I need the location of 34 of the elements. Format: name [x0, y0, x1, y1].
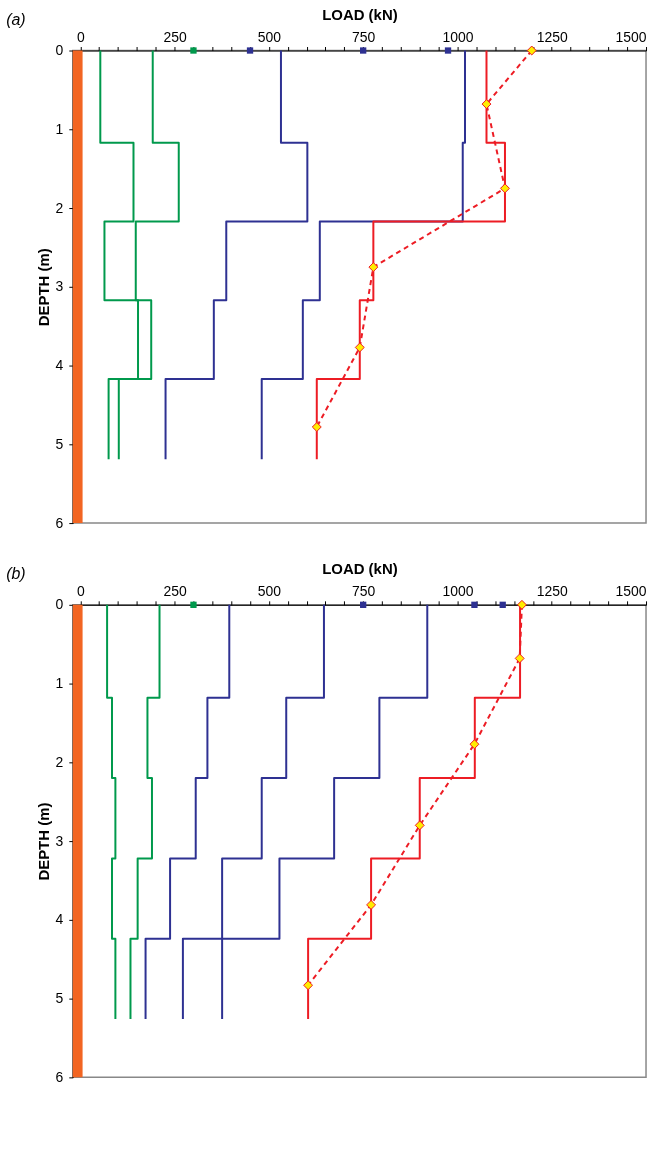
y-tick-label: 0: [55, 42, 64, 58]
y-tick-label: 1: [55, 120, 64, 137]
chart-title: (a): [6, 10, 26, 28]
y-tick-label: 3: [55, 278, 64, 295]
x-tick-label: 500: [257, 29, 282, 46]
y-tick-label: 6: [55, 1068, 64, 1085]
x-tick-label: 250: [163, 583, 187, 600]
y-tick-label: 5: [55, 435, 64, 452]
y-tick-label: 4: [55, 911, 64, 928]
x-tick-label: 1500: [615, 583, 647, 600]
x-tick-label: 750: [352, 29, 376, 46]
y-tick-label: 6: [55, 514, 64, 531]
x-axis-title: LOAD (kN): [322, 560, 398, 578]
x-tick-label: 1000: [442, 29, 474, 46]
x-tick-label: 1000: [442, 583, 474, 600]
y-tick-label: 0: [55, 596, 64, 613]
x-tick-label: 1250: [536, 583, 568, 600]
y-axis-title: DEPTH (m): [34, 802, 52, 881]
x-tick-label: 0: [76, 29, 85, 46]
x-tick-label: 1500: [615, 29, 647, 46]
y-tick-label: 1: [55, 675, 64, 692]
chart-title: (b): [6, 564, 26, 582]
y-tick-label: 3: [55, 832, 64, 849]
y-tick-label: 2: [55, 753, 64, 770]
y-tick-label: 4: [55, 357, 64, 374]
x-tick-label: 250: [163, 29, 187, 46]
x-axis-title: LOAD (kN): [322, 6, 398, 24]
y-tick-label: 5: [55, 990, 64, 1007]
x-tick-label: 0: [76, 583, 85, 600]
x-tick-label: 1250: [536, 29, 568, 46]
y-tick-label: 2: [55, 199, 64, 216]
x-tick-label: 750: [352, 583, 376, 600]
y-axis-title: DEPTH (m): [34, 248, 52, 327]
x-tick-label: 500: [257, 583, 282, 600]
